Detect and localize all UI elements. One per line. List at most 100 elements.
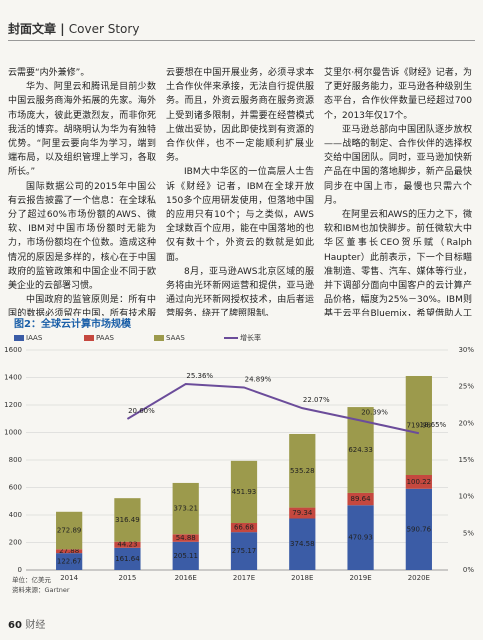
x-tick-label: 2017E [233, 574, 255, 582]
x-tick-label: 2016E [175, 574, 197, 582]
paragraph: 亚马逊总部向中国团队逐步放权——战略的制定、合作伙伴的选择权交给中国团队。同时，… [324, 124, 472, 206]
y2-tick-label: 15% [458, 456, 474, 464]
bar-value-label: 89.64 [351, 495, 372, 503]
line-value-label: 22.07% [303, 396, 330, 404]
line [126, 383, 420, 435]
bar-segment [172, 534, 199, 542]
bar-segment [289, 433, 316, 508]
text-column: 云需要“内外兼修”。 华为、阿里云和腾讯是目前少数中国云服务商海外拓展的先家。海外… [8, 66, 156, 316]
bar-value-label: 161.64 [115, 555, 140, 563]
y-tick-label: 1400 [4, 374, 22, 382]
source: 资料来源：Gartner [12, 585, 70, 594]
bar-value-label: 373.21 [173, 505, 198, 513]
bar-segment [56, 511, 83, 550]
y2-tick-label: 30% [458, 346, 474, 354]
bar-value-label: 624.33 [348, 446, 373, 454]
bar-value-label: 275.17 [232, 547, 257, 555]
y-tick-label: 600 [9, 484, 22, 492]
bar-value-label: 100.22 [407, 478, 432, 486]
bar-value-label: 451.93 [232, 488, 257, 496]
paragraph: IBM大中华区的一位高层人士告诉《财经》记者，IBM在全球开放150多个应用研发… [166, 167, 314, 263]
unit-note: 单位：亿美元 [12, 575, 52, 584]
section-en: Cover Story [68, 22, 140, 36]
text-column: 云要想在中国开展业务，必须寻求本土合作伙伴来承接，无法自行提供服务。而且，外资云… [166, 66, 314, 316]
paragraph: 艾里尔·柯尔曼告诉《财经》记者，为了更好服务能力，亚马逊各种级别生态平台，合作伙… [324, 68, 472, 121]
legend-swatch [154, 335, 164, 341]
paragraph: 中国政府的监管原则是：所有中国的数据必须留在中国，所有技术服务，都要由中国公司提… [8, 295, 156, 316]
bar-value-label: 44.23 [117, 541, 137, 549]
bar-segment [172, 541, 199, 570]
bar-segment [56, 549, 83, 554]
page-number: 60 [8, 620, 22, 631]
legend-swatch [14, 335, 24, 341]
bar-value-label: 590.76 [407, 525, 432, 533]
line-value-label: 20.39% [361, 408, 388, 416]
chart: 图2：全球云计算市场规模 单位：亿美元 资料来源：Gartner 0 200 400… [4, 317, 474, 594]
bar-segment [405, 375, 432, 475]
chart-title: 图2：全球云计算市场规模 [14, 317, 132, 330]
bar-value-label: 470.93 [348, 534, 373, 542]
bar-segment [347, 492, 374, 506]
footer: 60 财经 [8, 616, 45, 631]
line-value-label: 20.60% [128, 407, 155, 415]
bar-segment [114, 541, 141, 548]
line-value-label: 18.65% [420, 421, 447, 429]
bar-segment [114, 498, 141, 542]
paragraph: 华为、阿里云和腾讯是目前少数中国云服务商海外拓展的先家。海外市场庞大，彼此更激烈… [8, 82, 156, 178]
bar-segment [289, 507, 316, 519]
y2-tick-label: 5% [463, 529, 474, 537]
y-tick-label: 1200 [4, 401, 22, 409]
legend-label: IAAS [26, 334, 43, 342]
legend-label: 增长率 [240, 333, 261, 342]
bar-segment [56, 553, 83, 570]
bar-segment [114, 547, 141, 570]
bar-value-label: 27.88 [59, 547, 79, 555]
bar-value-label: 719.98 [407, 421, 432, 429]
bar-value-label: 374.58 [290, 540, 315, 548]
x-tick-label: 2019E [349, 574, 371, 582]
bar-value-label: 535.28 [290, 467, 315, 475]
x-tick-label: 2018E [291, 574, 313, 582]
line-value-label: 24.89% [245, 375, 272, 383]
rule [8, 40, 475, 41]
line-value-label: 25.36% [186, 372, 213, 380]
header: 封面文章 | Cover Story [8, 22, 140, 36]
paragraph: 8月，亚马逊AWS北京区域的服务将由光环新网运营和提供，亚马逊通过向光环新网授权… [166, 266, 314, 316]
x-tick-label: 2014 [60, 574, 78, 582]
x-tick-label: 2020E [408, 574, 430, 582]
magazine: 财经 [25, 620, 46, 631]
legend-label: PAAS [96, 334, 115, 342]
paragraph: 国际数据公司的2015年中国公有云报告披露了一个信息：在全球私分了超过60%市场… [8, 181, 156, 292]
y-tick-label: 1600 [4, 346, 22, 354]
y2-tick-label: 20% [458, 419, 474, 427]
y-tick-label: 800 [9, 456, 22, 464]
bar-segment [405, 488, 432, 570]
legend-label: SAAS [166, 334, 185, 342]
bar-value-label: 205.11 [173, 552, 198, 560]
bar-segment [289, 518, 316, 570]
y-tick-label: 1000 [4, 429, 22, 437]
text-column: 艾里尔·柯尔曼告诉《财经》记者，为了更好服务能力，亚马逊各种级别生态平台，合作伙… [324, 66, 472, 316]
section: 封面文章 [8, 22, 57, 36]
bar-value-label: 316.49 [115, 516, 140, 524]
y2-tick-label: 0% [463, 566, 474, 574]
y-tick-label: 200 [9, 539, 22, 547]
legend-swatch [84, 335, 94, 341]
bar-value-label: 66.68 [234, 524, 254, 532]
bar-value-label: 54.88 [176, 534, 196, 542]
x-tick-label: 2015 [119, 574, 137, 582]
bar-segment [172, 482, 199, 535]
bar-segment [405, 474, 432, 489]
y2-tick-label: 10% [458, 493, 474, 501]
bar-segment [347, 505, 374, 570]
bar-value-label: 272.89 [57, 527, 82, 535]
bar-value-label: 79.34 [292, 509, 313, 517]
bar-value-label: 122.67 [57, 558, 82, 566]
y-tick-label: 400 [9, 511, 22, 519]
bar-segment [230, 522, 258, 533]
bar-segment [230, 460, 258, 523]
y-tick-label: 0 [18, 566, 22, 574]
y2-tick-label: 25% [458, 383, 474, 391]
paragraph: 在阿里云和AWS的压力之下，微软和IBM也加快脚步。前任微软大中华区董事长CEO… [324, 210, 472, 316]
